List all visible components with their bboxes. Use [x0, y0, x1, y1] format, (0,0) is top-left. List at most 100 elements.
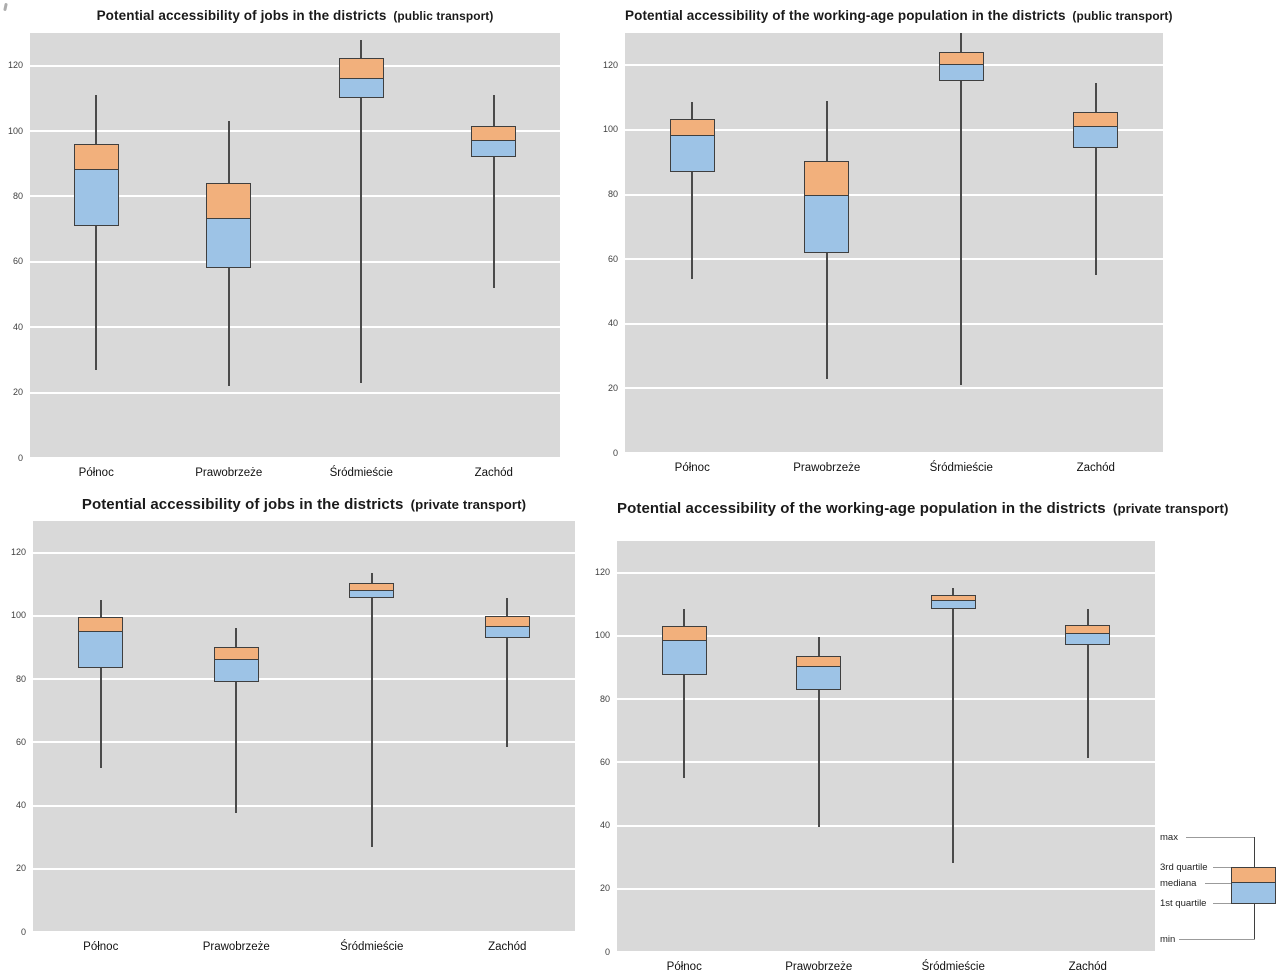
- y-axis-tick-label: 100: [7, 125, 23, 136]
- plot-area: 0 20 40 60 80 100 120 Północ Prawobrzeże Śródmieś…: [8, 33, 560, 479]
- legend-q3-label: 3rd quartile: [1160, 862, 1208, 873]
- x-axis-category-label: Zachód: [1076, 462, 1115, 474]
- boxplot-iqr-upper: [939, 53, 983, 66]
- gridline: [625, 387, 1163, 390]
- y-axis-tick-label: 60: [15, 736, 26, 747]
- y-axis-tick-label: 0: [612, 447, 618, 458]
- boxplot-box: [471, 126, 517, 158]
- boxplot-iqr-upper: [931, 595, 975, 602]
- gridline: [33, 804, 575, 807]
- boxplot-iqr-upper: [670, 119, 714, 137]
- y-axis-tick-label: 20: [607, 382, 618, 393]
- gridline: [30, 326, 560, 329]
- boxplot-whisker: [360, 39, 363, 383]
- y-axis-tick-label: 60: [599, 756, 610, 767]
- boxplot-iqr-lower: [350, 590, 394, 598]
- plot-area: 0 20 40 60 80 100 120 Północ Prawobrzeże Śródmieś…: [603, 33, 1163, 474]
- boxplot-whisker: [817, 637, 820, 828]
- boxplot-whisker: [1094, 83, 1097, 276]
- boxplot-iqr-upper: [79, 618, 123, 632]
- chart-jobs-public-transport: Potential accessibility of jobs in the d…: [0, 0, 580, 486]
- x-axis-category-label: Zachód: [474, 467, 513, 479]
- x-axis-category-label: Śródmieście: [929, 462, 993, 474]
- chart-title: Potential accessibility of jobs in the d…: [30, 8, 560, 23]
- boxplot-iqr-upper: [207, 184, 251, 220]
- boxplot-whisker: [370, 573, 373, 847]
- chart-title-text: Potential accessibility of the working-a…: [617, 500, 1106, 517]
- x-axis-category-label: Prawobrzeże: [785, 961, 853, 971]
- boxplot-iqr-lower: [931, 601, 975, 608]
- boxplot-whisker: [235, 628, 238, 814]
- boxplot-box: [661, 626, 707, 676]
- boxplot-box: [338, 57, 384, 99]
- gridline: [33, 551, 575, 554]
- boxplot-box: [349, 582, 395, 599]
- y-axis-tick-label: 0: [20, 926, 26, 937]
- legend-connector-max: [1186, 837, 1255, 838]
- y-axis-tick-label: 80: [15, 673, 26, 684]
- legend-connector-median: [1205, 883, 1231, 884]
- boxplot-iqr-lower: [939, 65, 983, 81]
- gridline: [625, 452, 1163, 454]
- chart-title: Potential accessibility of jobs in the d…: [33, 496, 575, 513]
- boxplot-iqr-upper: [350, 583, 394, 591]
- gridline: [617, 824, 1155, 827]
- y-axis-tick-label: 20: [599, 883, 610, 894]
- chart-title-text: Potential accessibility of the working-a…: [625, 8, 1066, 23]
- legend-box-lower: [1232, 883, 1275, 903]
- legend-min-label: min: [1160, 934, 1176, 945]
- boxplot-box: [78, 617, 124, 668]
- y-axis-tick-label: 60: [607, 253, 618, 264]
- boxplot-box: [796, 656, 842, 690]
- boxplot-iqr-lower: [472, 140, 516, 157]
- y-axis-tick-label: 120: [602, 59, 618, 70]
- boxplot-box: [213, 647, 259, 683]
- chart-title-transport-mode: (private transport): [1113, 501, 1229, 516]
- legend-connector-q1: [1213, 903, 1231, 904]
- gridline: [33, 867, 575, 870]
- boxplot-whisker: [960, 33, 963, 386]
- legend-connector-q3: [1213, 867, 1231, 868]
- chart-title: Potential accessibility of the working-a…: [617, 500, 1228, 517]
- legend-max-label: max: [1160, 832, 1178, 843]
- y-axis-tick-label: 40: [599, 820, 610, 831]
- y-axis-tick-label: 0: [17, 452, 23, 463]
- x-axis-category-label: Prawobrzeże: [195, 467, 263, 479]
- gridline: [625, 64, 1163, 67]
- x-axis-category-label: Północ: [78, 467, 114, 479]
- gridline: [30, 195, 560, 198]
- boxplot-iqr-lower: [797, 667, 841, 689]
- boxplot-box: [669, 118, 715, 172]
- boxplot-iqr-upper: [662, 627, 706, 641]
- legend-connector-min: [1179, 939, 1255, 940]
- plot-area: 0 20 40 60 80 100 120 Północ Prawobrzeże Śródmieś…: [595, 541, 1155, 971]
- boxplot-whisker: [1086, 608, 1089, 758]
- x-axis-category-label: Zachód: [1068, 961, 1107, 971]
- y-axis-tick-label: 40: [12, 321, 23, 332]
- boxplot-iqr-lower: [670, 136, 714, 171]
- gridline: [33, 741, 575, 744]
- boxplot-box: [930, 594, 976, 609]
- y-axis-tick-label: 80: [12, 190, 23, 201]
- y-axis-tick-label: 40: [15, 800, 26, 811]
- gridline: [33, 931, 575, 933]
- legend-box-upper: [1232, 868, 1275, 883]
- boxplot-iqr-upper: [74, 145, 118, 171]
- boxplot-iqr-lower: [339, 78, 383, 98]
- boxplot-iqr-upper: [1066, 625, 1110, 635]
- y-axis-tick-label: 120: [7, 60, 23, 71]
- boxplot-iqr-lower: [74, 170, 118, 225]
- gridline: [625, 128, 1163, 131]
- boxplot-box: [484, 615, 530, 638]
- chart-title-text: Potential accessibility of jobs in the d…: [81, 496, 404, 513]
- legend-q1-label: 1st quartile: [1160, 898, 1207, 909]
- x-axis-category-label: Śródmieście: [921, 961, 985, 971]
- gridline: [30, 391, 560, 394]
- boxplot-iqr-lower: [1066, 634, 1110, 645]
- boxplot-iqr-lower: [662, 640, 706, 675]
- gridline: [33, 678, 575, 681]
- gridline: [617, 634, 1155, 637]
- x-axis-category-label: Prawobrzeże: [793, 462, 861, 474]
- boxplot-iqr-upper: [1074, 113, 1118, 127]
